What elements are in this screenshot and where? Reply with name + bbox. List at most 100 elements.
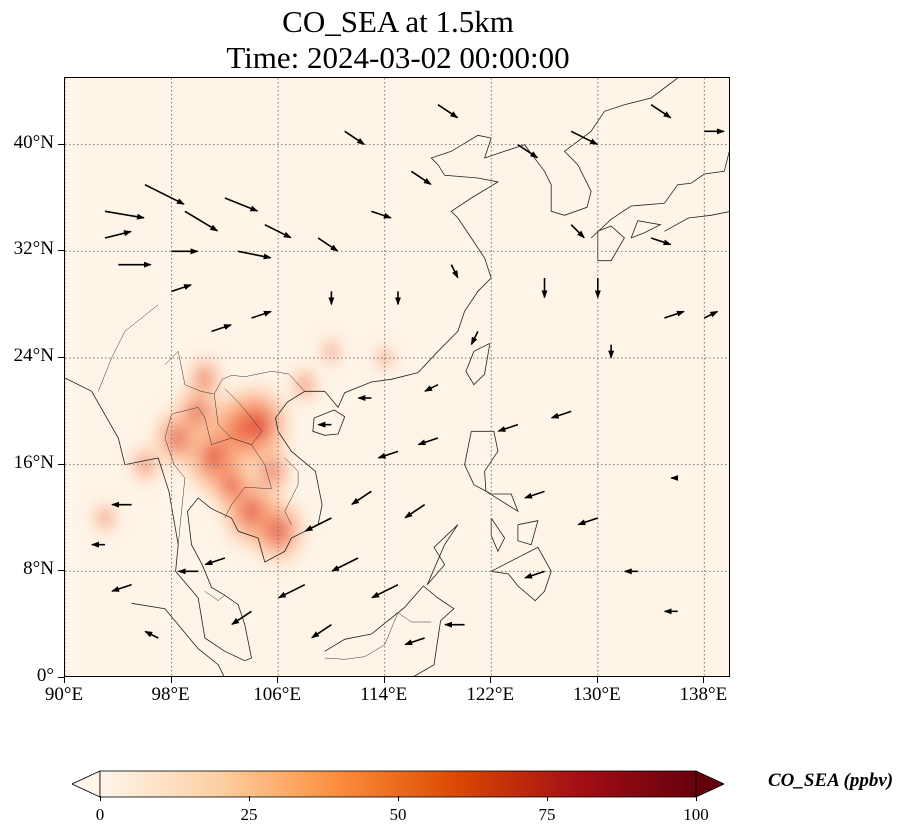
coastline-10 bbox=[590, 151, 729, 239]
wind-arrow-22 bbox=[570, 224, 585, 239]
colorbar-tick-label: 0 bbox=[95, 805, 105, 824]
co-plume-9 bbox=[123, 439, 166, 490]
wind-arrow-49 bbox=[524, 570, 545, 579]
wind-arrow-15 bbox=[344, 130, 366, 145]
colorbar-tick-mark bbox=[398, 796, 399, 801]
coastline-13 bbox=[664, 211, 729, 232]
lat-tick-mark bbox=[58, 357, 64, 358]
border-6 bbox=[324, 612, 432, 660]
lat-tick-label: 40°N bbox=[13, 131, 54, 153]
lon-tick-mark bbox=[277, 677, 279, 683]
colorbar-tick-mark bbox=[547, 796, 548, 801]
wind-arrow-3 bbox=[104, 210, 145, 220]
lat-tick-mark bbox=[58, 143, 64, 145]
wind-arrow-47 bbox=[404, 637, 425, 646]
coastline-4 bbox=[490, 517, 506, 553]
lat-tick-label: 0° bbox=[36, 665, 54, 686]
lon-tick-mark bbox=[490, 677, 492, 683]
border-1 bbox=[164, 350, 305, 395]
lat-tick-mark bbox=[58, 463, 64, 465]
map-canvas bbox=[65, 78, 729, 676]
colorbar bbox=[72, 770, 724, 798]
co-plume-8 bbox=[244, 439, 298, 504]
wind-arrow-7 bbox=[238, 250, 272, 260]
title-line-2: Time: 2024-03-02 00:00:00 bbox=[226, 40, 570, 75]
lon-tick-label: 106°E bbox=[253, 684, 301, 705]
coastline-3 bbox=[464, 430, 519, 513]
coastline-2 bbox=[465, 342, 491, 386]
lon-tick-label: 130°E bbox=[572, 684, 621, 705]
colorbar-gradient bbox=[99, 770, 697, 798]
colorbar-tick-label: 75 bbox=[538, 805, 556, 824]
wind-arrow-55 bbox=[144, 630, 159, 639]
country-borders bbox=[98, 304, 432, 660]
map-background bbox=[65, 78, 729, 676]
wind-arrow-44 bbox=[277, 583, 306, 599]
coastline-11 bbox=[597, 225, 625, 262]
lon-tick-label: 138°E bbox=[679, 684, 728, 705]
lat-tick-label: 24°N bbox=[13, 345, 54, 366]
co-plume-14 bbox=[181, 349, 229, 407]
wind-arrow-41 bbox=[304, 517, 332, 532]
wind-arrow-30 bbox=[450, 264, 459, 279]
wind-arrow-18 bbox=[570, 130, 599, 146]
co-plume-10 bbox=[86, 496, 124, 540]
wind-arrow-36 bbox=[417, 437, 439, 446]
lat-tick-mark bbox=[58, 570, 64, 572]
lat-tick-mark bbox=[58, 677, 64, 678]
map-panel bbox=[64, 77, 730, 677]
wind-arrow-35 bbox=[377, 450, 399, 459]
lat-tick-label: 8°N bbox=[23, 558, 54, 580]
wind-arrow-25 bbox=[664, 310, 685, 319]
colorbar-tick-mark bbox=[100, 796, 101, 801]
wind-arrow-51 bbox=[524, 490, 545, 499]
wind-arrow-16 bbox=[437, 104, 459, 119]
lon-tick-mark bbox=[383, 677, 385, 683]
wind-arrow-32 bbox=[424, 383, 439, 392]
wind-arrow-31 bbox=[470, 330, 479, 346]
lat-tick-mark bbox=[58, 250, 64, 252]
wind-arrow-17 bbox=[517, 144, 539, 159]
coastline-12 bbox=[630, 220, 662, 239]
border-5 bbox=[204, 591, 225, 602]
wind-arrow-40 bbox=[404, 504, 426, 519]
gridlines bbox=[65, 78, 729, 676]
wind-arrow-45 bbox=[231, 610, 252, 625]
wind-arrow-42 bbox=[331, 557, 359, 572]
co-concentration-field bbox=[86, 331, 401, 574]
wind-arrow-13 bbox=[371, 210, 392, 219]
lat-tick-label: 32°N bbox=[13, 238, 54, 260]
lon-tick-label: 90°E bbox=[44, 684, 84, 705]
title-line-1: CO_SEA at 1.5km bbox=[282, 4, 514, 39]
wind-arrow-12 bbox=[317, 237, 339, 252]
wind-arrow-9 bbox=[171, 284, 193, 293]
wind-arrow-19 bbox=[650, 104, 672, 119]
wind-arrow-43 bbox=[371, 583, 399, 599]
wind-arrow-57 bbox=[204, 557, 226, 566]
wind-arrow-2 bbox=[224, 197, 259, 212]
border-3 bbox=[213, 388, 263, 445]
lon-tick-label: 114°E bbox=[360, 684, 408, 705]
wind-arrow-26 bbox=[704, 310, 719, 319]
co-plume-11 bbox=[284, 360, 325, 409]
coastline-7 bbox=[426, 524, 459, 585]
wind-arrow-37 bbox=[497, 423, 519, 432]
colorbar-tick-label: 50 bbox=[389, 805, 407, 824]
colorbar-tick-mark bbox=[696, 796, 697, 801]
coastline-5 bbox=[517, 520, 539, 546]
lon-tick-mark bbox=[703, 677, 705, 683]
colorbar-tick-label: 25 bbox=[240, 805, 258, 824]
wind-arrow-10 bbox=[211, 324, 232, 333]
wind-vectors bbox=[90, 104, 725, 646]
wind-arrow-39 bbox=[351, 490, 372, 505]
lon-tick-mark bbox=[170, 677, 172, 683]
coastline-6 bbox=[491, 546, 552, 602]
wind-arrow-0 bbox=[144, 183, 185, 205]
wind-arrow-5 bbox=[104, 230, 132, 239]
lon-tick-label: 122°E bbox=[466, 684, 515, 705]
wind-arrow-1 bbox=[184, 210, 219, 232]
lon-tick-mark bbox=[596, 677, 598, 683]
lon-tick-label: 98°E bbox=[151, 684, 190, 705]
colorbar-extend-max bbox=[695, 770, 724, 798]
coastline-8 bbox=[324, 585, 455, 676]
